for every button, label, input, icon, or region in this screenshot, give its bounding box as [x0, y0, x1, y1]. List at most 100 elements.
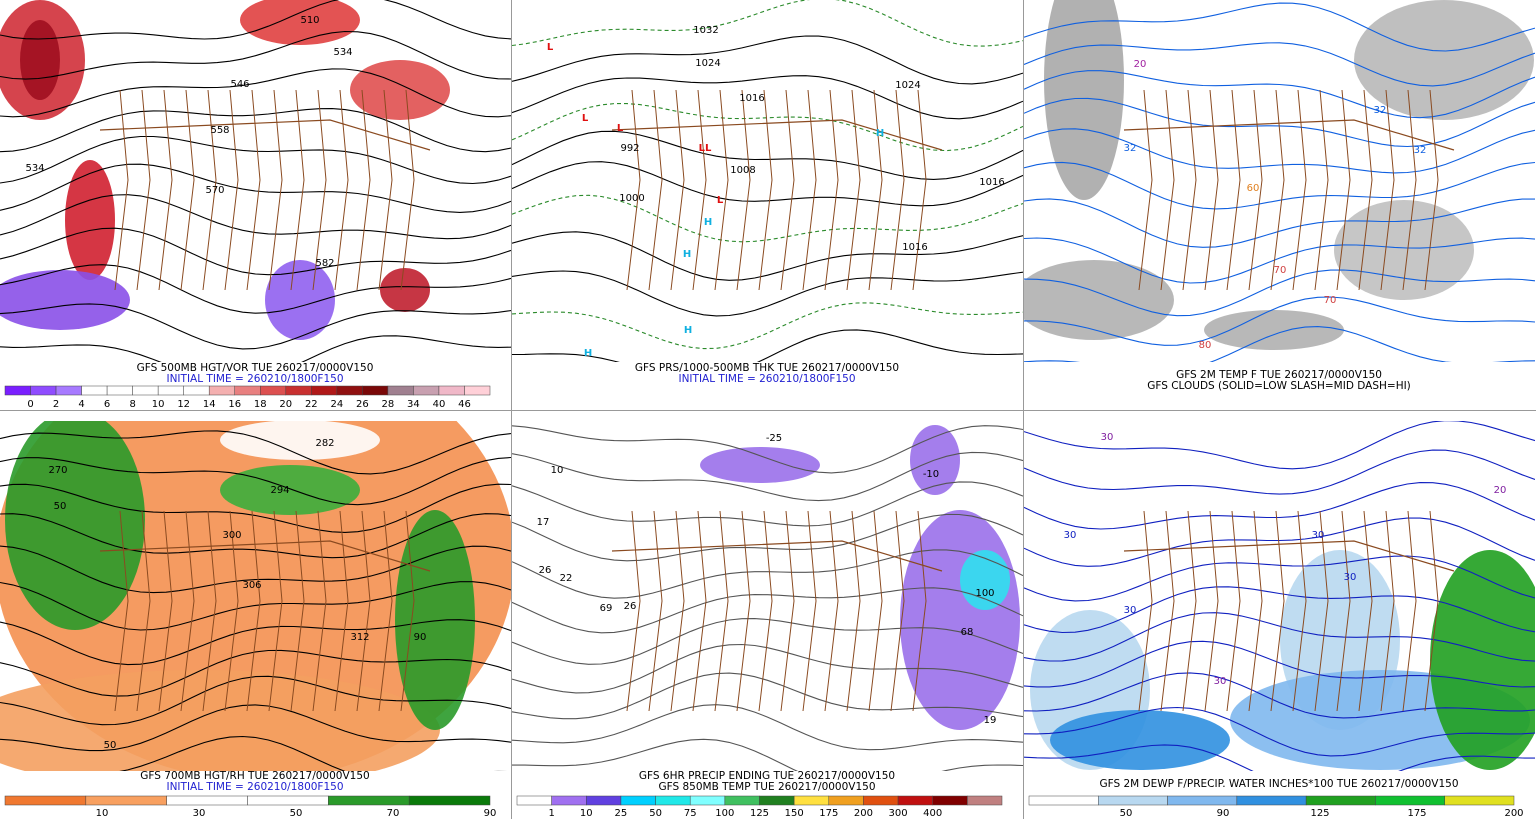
map-label: L — [617, 123, 624, 134]
contour — [0, 483, 511, 533]
colorbar-segment — [863, 795, 899, 806]
map-label: 30 — [1214, 676, 1227, 687]
contour — [1024, 612, 1535, 662]
colorbar-segment — [551, 795, 587, 806]
map: 30 30 30 30 30 20 30 — [1024, 421, 1535, 771]
map-label: 546 — [230, 79, 249, 90]
panel: 30 30 30 30 30 20 30 GFS 2M DEWP F/PRECIP. WATE… — [1024, 421, 1535, 819]
state-line — [1292, 510, 1307, 712]
map-label: 270 — [48, 465, 67, 476]
contour — [1024, 555, 1535, 602]
caption: GFS 2M DEWP F/PRECIP. WATER INCHES*100 T… — [1099, 778, 1458, 790]
map-label: 1024 — [695, 58, 720, 69]
colorbar-segment — [157, 385, 184, 396]
contour — [1024, 640, 1535, 688]
state-line — [268, 89, 283, 291]
state-line — [334, 510, 349, 712]
map-label: 510 — [300, 15, 319, 26]
state-line — [868, 89, 883, 291]
state-line — [1204, 510, 1219, 712]
colorbar-segment — [362, 385, 389, 396]
contour — [1024, 42, 1535, 87]
map-label: 30 — [1344, 572, 1357, 583]
colorbar-segment — [387, 385, 414, 396]
state-line — [670, 510, 685, 712]
colorbar-segment — [464, 385, 491, 396]
state-line — [114, 510, 129, 712]
contour — [512, 270, 1023, 317]
contour — [0, 545, 511, 594]
map-label: 1016 — [739, 93, 764, 104]
map-label: -10 — [923, 469, 939, 480]
contour — [11, 735, 508, 771]
map-label: 558 — [210, 125, 229, 136]
state-line — [890, 510, 905, 712]
shaded-area — [700, 447, 820, 483]
contour — [0, 68, 511, 118]
colorbar-label: 4 — [78, 399, 84, 410]
state-line — [692, 89, 707, 291]
map-label: 60 — [1247, 183, 1260, 194]
colorbar-segment — [759, 795, 795, 806]
shaded-area — [220, 421, 380, 460]
colorbar-segment — [4, 385, 31, 396]
colorbar-segment — [620, 795, 656, 806]
contour — [512, 738, 1023, 771]
state-line — [1248, 510, 1263, 712]
map-label: 582 — [315, 258, 334, 269]
colorbar-segment — [967, 795, 1003, 806]
map-label: 294 — [270, 485, 289, 496]
map: 534 546 558 570 582 534 510 — [0, 0, 511, 362]
state-line — [136, 89, 151, 291]
colorbar-label: 10 — [580, 808, 593, 819]
colorbar-segment — [1236, 795, 1307, 806]
state-line — [180, 89, 195, 291]
colorbar-label: 125 — [1310, 808, 1329, 819]
colorbar-label: 200 — [1504, 808, 1523, 819]
shaded-area — [1050, 710, 1230, 770]
state-line — [736, 510, 751, 712]
map-label: 30 — [1101, 432, 1114, 443]
map-label: 306 — [242, 580, 261, 591]
caption: INITIAL TIME = 260210/1800F150 — [678, 373, 855, 385]
state-line — [692, 510, 707, 712]
state-line — [356, 89, 371, 291]
state-line — [202, 510, 217, 712]
map-label: 1024 — [895, 80, 920, 91]
colorbar-label: 100 — [715, 808, 734, 819]
state-line — [114, 89, 129, 291]
colorbar-label: 34 — [407, 399, 420, 410]
colorbar-segment — [897, 795, 933, 806]
colorbar-label: 0 — [27, 399, 33, 410]
colorbar-segment — [234, 385, 261, 396]
shaded-area — [900, 510, 1020, 730]
colorbar-label: 50 — [1120, 808, 1133, 819]
contour — [512, 130, 1023, 180]
colorbar-segment — [438, 385, 465, 396]
map-label: 1016 — [979, 177, 1004, 188]
colorbar-label: 90 — [484, 808, 497, 819]
contour — [1024, 296, 1535, 346]
state-line — [868, 510, 883, 712]
shaded-area — [0, 270, 130, 330]
map-background — [512, 0, 1023, 362]
contour — [512, 704, 1023, 751]
contour — [1024, 449, 1535, 495]
map-label: L — [547, 42, 554, 53]
caption: INITIAL TIME = 260210/1800F150 — [166, 373, 343, 385]
contour — [0, 430, 511, 475]
colorbar-label: 175 — [1407, 808, 1426, 819]
colorbar-segment — [1167, 795, 1238, 806]
colorbar-label: 22 — [305, 399, 318, 410]
colorbar-label: 150 — [785, 808, 804, 819]
state-line — [1380, 89, 1395, 291]
state-line — [714, 510, 729, 712]
map-label: 22 — [560, 573, 573, 584]
map-label: 30 — [1312, 530, 1325, 541]
panel: LLLLLLHHHHH10321024101610081000992101610… — [512, 0, 1023, 385]
colorbar-label: 300 — [889, 808, 908, 819]
state-line — [378, 510, 393, 712]
colorbar-segment — [311, 385, 338, 396]
state-line — [1160, 510, 1175, 712]
contour — [1024, 198, 1535, 248]
